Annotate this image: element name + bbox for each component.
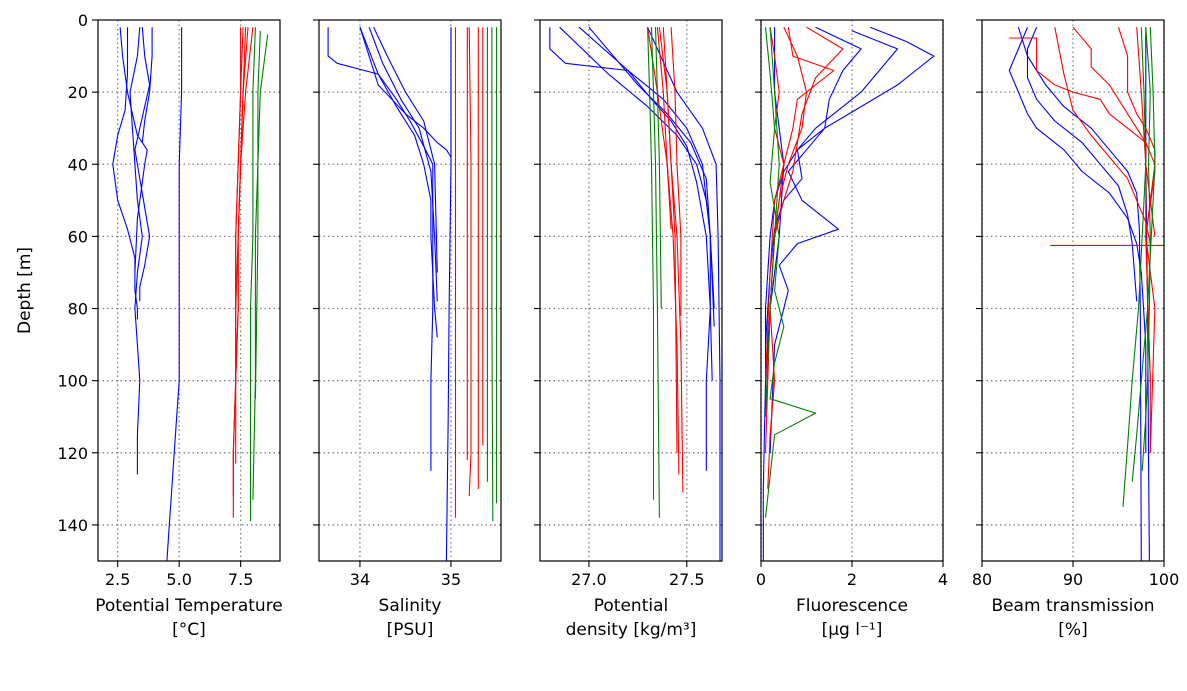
panel-2: 34 35 Salinity [PSU]	[313, 19, 502, 640]
x-axis-label: Beam transmission	[991, 596, 1154, 616]
x-axis-label: Fluorescence	[796, 596, 908, 616]
series-line-blue	[764, 30, 899, 345]
series-group	[1008, 26, 1164, 561]
series-line-red	[658, 27, 678, 453]
axes-frame	[318, 19, 502, 562]
series-line-blue	[559, 26, 711, 471]
series-line-blue	[1008, 26, 1147, 453]
x-axis-label: Potential Temperature	[95, 596, 283, 616]
series-line-red	[235, 27, 242, 309]
y-tick-label: 60	[68, 227, 88, 246]
series-line-green	[491, 27, 494, 522]
y-tick-label: 0	[78, 11, 88, 30]
series-line-red	[764, 27, 835, 381]
axes-frame	[539, 19, 723, 562]
series-line-green	[249, 27, 256, 522]
x-axis-label: [µg l⁻¹]	[822, 620, 883, 640]
series-line-blue	[119, 27, 148, 273]
x-tick-label: 4	[938, 570, 948, 589]
series-line-blue	[549, 27, 713, 381]
series-line-blue	[445, 27, 452, 561]
x-tick-label: 80	[972, 570, 992, 589]
series-line-blue	[1026, 26, 1138, 302]
x-axis-label: [%]	[1058, 620, 1087, 640]
series-line-blue	[1017, 27, 1142, 561]
series-line-green	[654, 27, 662, 309]
series-line-red	[662, 27, 684, 493]
series-group	[762, 26, 935, 561]
y-tick-label: 140	[57, 516, 88, 535]
x-tick-label: 35	[441, 570, 461, 589]
series-line-blue	[578, 26, 715, 309]
grid	[98, 20, 280, 561]
series-line-green	[647, 27, 655, 500]
y-tick-label: 100	[57, 372, 88, 391]
x-tick-label: 27.5	[669, 570, 705, 589]
series-line-red	[1136, 27, 1151, 453]
series-line-blue	[769, 26, 862, 453]
series-line-blue	[359, 27, 452, 158]
grid	[319, 20, 501, 561]
series-line-blue	[134, 27, 151, 302]
x-axis-label: [°C]	[172, 620, 206, 640]
series-line-green	[764, 27, 780, 417]
panel-4: 0 2 4 Fluorescence [µg l⁻¹]	[755, 19, 948, 640]
x-tick-label: 7.5	[228, 570, 253, 589]
series-group	[549, 26, 721, 561]
series-line-blue	[166, 27, 183, 561]
panel-5: 80 90 100 Beam transmission [%]	[972, 19, 1180, 640]
x-tick-label: 90	[1063, 570, 1083, 589]
panel-1: 2.5 5.0 7.5 0 20 40 60 80 100 120 140 Potential Tem…	[15, 11, 283, 640]
grid	[981, 20, 1165, 561]
series-line-blue	[762, 27, 785, 561]
x-axis-label: Potential	[594, 596, 668, 616]
y-tick-label: 80	[68, 300, 88, 319]
series-line-blue	[112, 27, 138, 320]
series-line-green	[650, 27, 660, 518]
y-tick-label: 20	[68, 83, 88, 102]
x-tick-label: 100	[1149, 570, 1180, 589]
x-tick-label: 27.0	[571, 570, 607, 589]
series-line-blue	[129, 27, 143, 475]
series-line-blue	[764, 26, 935, 381]
series-line-red	[670, 27, 682, 316]
series-line-red	[1117, 27, 1156, 381]
series-group	[327, 26, 498, 561]
series-line-red	[656, 27, 680, 475]
series-line-green	[252, 34, 269, 500]
x-tick-label: 5.0	[166, 570, 191, 589]
y-tick-label: 40	[68, 155, 88, 174]
x-axis-label: density [kg/m³]	[566, 620, 697, 640]
y-tick-label: 120	[57, 444, 88, 463]
y-axis-label: Depth [m]	[15, 247, 35, 334]
series-group	[112, 27, 269, 561]
series-line-green	[1122, 27, 1147, 507]
series-line-green	[1131, 27, 1156, 482]
series-line-blue	[373, 26, 438, 273]
series-line-blue	[327, 27, 434, 471]
series-line-blue	[647, 26, 721, 561]
series-line-blue	[359, 27, 438, 338]
series-line-blue	[368, 27, 438, 302]
x-tick-label: 0	[756, 570, 766, 589]
x-tick-label: 2.5	[105, 570, 130, 589]
series-line-red	[767, 27, 785, 489]
series-line-red	[764, 26, 844, 453]
axes-frame	[97, 19, 281, 562]
x-axis-label: [PSU]	[387, 620, 434, 640]
x-axis-label: Salinity	[379, 596, 442, 616]
x-tick-label: 34	[350, 570, 370, 589]
x-tick-label: 2	[847, 570, 857, 589]
series-line-blue	[141, 27, 153, 143]
series-line-green	[254, 30, 261, 399]
series-line-green	[764, 27, 817, 518]
grid	[540, 20, 722, 561]
series-line-red	[468, 27, 472, 497]
series-line-red	[235, 27, 254, 381]
